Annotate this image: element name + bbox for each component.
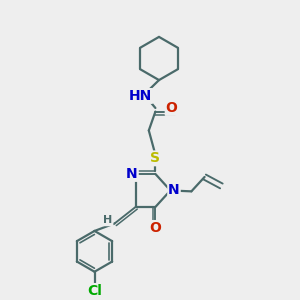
Text: S: S [150,152,161,165]
Text: HN: HN [129,89,152,103]
Text: H: H [103,215,112,225]
Text: O: O [166,101,178,115]
Text: O: O [149,221,161,235]
Text: N: N [126,167,138,181]
Text: Cl: Cl [87,284,102,298]
Text: N: N [168,184,180,197]
